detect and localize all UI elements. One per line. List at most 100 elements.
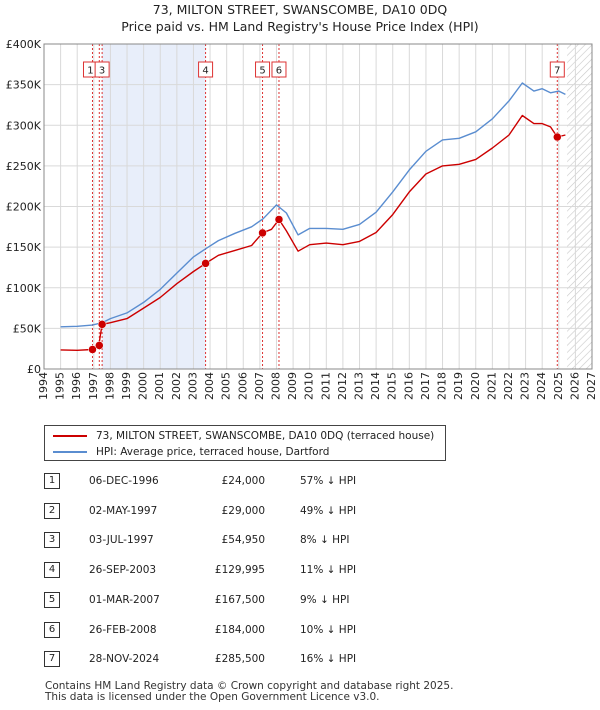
- sale-point-1: [88, 345, 97, 354]
- marker-label-text-7: 7: [554, 66, 560, 77]
- y-tick-label-400000: £400K: [6, 38, 42, 51]
- x-tick-label-2002: 2002: [170, 372, 183, 400]
- x-tick-label-2020: 2020: [469, 372, 482, 400]
- transaction-number: 1: [44, 473, 60, 489]
- marker-label-4: 4: [198, 61, 214, 78]
- sale-point-7: [553, 132, 562, 142]
- transaction-price: £184,000: [214, 623, 265, 636]
- chart-title: 73, MILTON STREET, SWANSCOMBE, DA10 0DQ: [153, 2, 448, 17]
- x-tick-label-1994: 1994: [37, 372, 50, 400]
- transaction-hpi: 9% ↓ HPI: [300, 593, 350, 606]
- transaction-date: 03-JUL-1997: [89, 534, 154, 547]
- transaction-number: 7: [44, 651, 60, 668]
- marker-label-box-7: [549, 61, 565, 78]
- footer-copyright: Contains HM Land Registry data © Crown c…: [45, 680, 454, 692]
- chart-legend: 73, MILTON STREET, SWANSCOMBE, DA10 0DQ …: [44, 425, 446, 461]
- transaction-hpi: 57% ↓ HPI: [300, 475, 357, 487]
- footer-licence: This data is licensed under the Open Gov…: [45, 691, 380, 703]
- legend-label-hpi: HPI: Average price, terraced house, Dart…: [96, 446, 330, 458]
- x-tick-label-2004: 2004: [203, 372, 216, 400]
- legend-swatch-property: [53, 435, 87, 437]
- transaction-date: 26-FEB-2008: [89, 623, 157, 636]
- marker-label-text-6: 6: [276, 66, 282, 77]
- x-tick-label-2019: 2019: [452, 372, 465, 400]
- y-tick-label-0: £0: [27, 363, 41, 376]
- y-tick-label-300000: £300K: [6, 119, 42, 132]
- y-tick-label-200000: £200K: [6, 201, 42, 214]
- transaction-price: £167,500: [214, 593, 265, 606]
- x-tick-label-1996: 1996: [70, 372, 83, 400]
- x-tick-label-2009: 2009: [286, 372, 299, 400]
- footer: Contains HM Land Registry data © Crown c…: [45, 681, 453, 703]
- transaction-price: £285,500: [214, 653, 265, 666]
- x-tick-label-1997: 1997: [87, 372, 100, 400]
- x-tick-label-1999: 1999: [120, 372, 133, 400]
- legend-label-property: 73, MILTON STREET, SWANSCOMBE, DA10 0DQ …: [96, 430, 435, 442]
- x-tick-label-2008: 2008: [269, 372, 282, 400]
- transaction-hpi: 10% ↓ HPI: [300, 623, 357, 636]
- y-tick-label-150000: £150K: [6, 241, 42, 254]
- x-tick-label-1995: 1995: [54, 372, 67, 400]
- marker-label-box-5: [255, 61, 271, 78]
- y-tick-label-50000: £50K: [13, 322, 42, 335]
- price-chart: 73, MILTON STREET, SWANSCOMBE, DA10 0DQ …: [6, 2, 598, 400]
- plot-border: [43, 43, 593, 370]
- marker-label-text-4: 4: [202, 66, 208, 77]
- x-tick-label-1998: 1998: [103, 372, 116, 400]
- transaction-number: 6: [44, 621, 60, 638]
- marker-label-box-4: [198, 61, 214, 78]
- x-tick-label-2014: 2014: [369, 372, 382, 400]
- transaction-number: 5: [44, 591, 60, 608]
- transaction-price: £129,995: [214, 564, 265, 577]
- x-tick-label-2017: 2017: [419, 372, 432, 400]
- x-tick-label-2005: 2005: [220, 372, 233, 400]
- sale-point-6: [274, 215, 284, 224]
- transaction-date: 06-DEC-1996: [89, 475, 159, 487]
- x-tick-label-2011: 2011: [319, 372, 332, 400]
- transaction-hpi: 16% ↓ HPI: [300, 653, 357, 666]
- x-tick-label-2006: 2006: [236, 372, 249, 400]
- legend-item-property: 73, MILTON STREET, SWANSCOMBE, DA10 0DQ …: [53, 428, 434, 444]
- transaction-date: 01-MAR-2007: [89, 593, 160, 606]
- sale-point-5: [258, 228, 267, 238]
- transaction-price: £29,000: [221, 504, 265, 517]
- x-tick-label-2025: 2025: [552, 372, 565, 400]
- sale-point-4: [201, 259, 210, 268]
- y-tick-label-100000: £100K: [6, 282, 42, 295]
- x-tick-label-2021: 2021: [485, 372, 498, 400]
- legend-swatch-hpi: [53, 451, 87, 453]
- y-tick-label-350000: £350K: [6, 79, 42, 92]
- x-tick-label-2027: 2027: [585, 372, 598, 400]
- marker-label-box-6: [271, 61, 287, 78]
- x-tick-label-2018: 2018: [436, 372, 449, 400]
- transaction-price: £54,950: [221, 534, 265, 547]
- transaction-hpi: 11% ↓ HPI: [300, 564, 357, 577]
- x-tick-label-2013: 2013: [353, 372, 366, 400]
- transaction-hpi: 49% ↓ HPI: [300, 504, 357, 517]
- marker-label-text-3: 3: [99, 66, 105, 77]
- marker-label-box-3: [94, 61, 110, 78]
- marker-label-5: 5: [255, 61, 271, 78]
- marker-label-3: 3: [94, 61, 110, 78]
- x-tick-label-2026: 2026: [568, 372, 581, 400]
- transaction-date: 26-SEP-2003: [89, 564, 157, 577]
- chart-subtitle: Price paid vs. HM Land Registry's House …: [121, 19, 478, 34]
- x-tick-label-2012: 2012: [336, 372, 349, 400]
- x-tick-label-2003: 2003: [186, 372, 199, 400]
- x-tick-label-2010: 2010: [303, 372, 316, 400]
- marker-label-6: 6: [271, 61, 287, 78]
- transaction-date: 02-MAY-1997: [89, 504, 158, 517]
- transaction-price: £24,000: [221, 475, 265, 487]
- x-tick-label-2001: 2001: [153, 372, 166, 400]
- x-tick-label-2022: 2022: [502, 372, 515, 400]
- property-series-line: [60, 114, 566, 351]
- x-tick-label-2007: 2007: [253, 372, 266, 400]
- marker-label-text-1: 1: [87, 66, 93, 77]
- y-tick-label-250000: £250K: [6, 160, 42, 173]
- x-tick-label-2000: 2000: [137, 372, 150, 400]
- marker-label-text-5: 5: [259, 66, 265, 77]
- x-tick-label-2015: 2015: [386, 372, 399, 400]
- transaction-number: 2: [44, 502, 60, 519]
- sale-point-3: [97, 320, 107, 329]
- transaction-date: 28-NOV-2024: [89, 653, 160, 666]
